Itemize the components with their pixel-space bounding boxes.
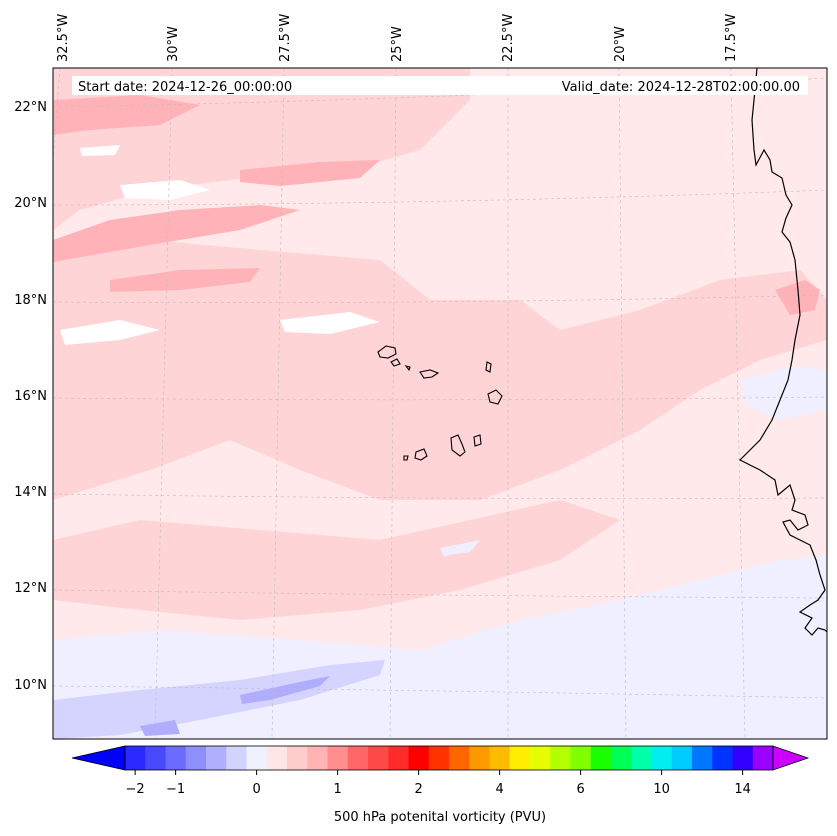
contour-band-pos-2 [53, 205, 300, 262]
map-frame [52, 67, 828, 740]
colorbar-tick-label: −1 [166, 782, 185, 797]
colorbar-cell [590, 746, 612, 770]
colorbar-cells [125, 746, 774, 770]
contour-band-pos-1-south [53, 500, 620, 620]
contour-band-neg-3 [240, 676, 330, 704]
lon-label: 32.5°W [56, 14, 71, 62]
colorbar-cell [428, 746, 450, 770]
island-sal [485, 361, 492, 373]
contour-band-pos-2e [775, 280, 820, 315]
graticule [52, 67, 828, 740]
colorbar-cell [509, 746, 531, 770]
lon-label: 17.5°W [724, 14, 739, 62]
colorbar-tick-label: 2 [414, 782, 422, 797]
contour-zero-3 [60, 320, 160, 345]
cape-verde-islands [377, 345, 503, 461]
lon-label: 25°W [390, 26, 405, 62]
date-banner [72, 76, 808, 95]
colorbar-tick-label: 10 [653, 782, 670, 797]
longitude-labels: 32.5°W 30°W 27.5°W 25°W 22.5°W 20°W 17.5… [56, 14, 739, 62]
lat-label: 18°N [14, 293, 47, 308]
lon-label: 30°W [166, 26, 181, 62]
colorbar-frame [124, 745, 774, 771]
colorbar-ticks: −2 −1 0 1 2 4 6 10 14 [126, 770, 751, 797]
lat-label: 16°N [14, 389, 47, 404]
lat-label: 20°N [14, 196, 47, 211]
colorbar-cell [611, 746, 632, 770]
african-coastline [738, 67, 828, 636]
contour-zero-1 [80, 145, 120, 156]
colorbar-tick-label: 4 [495, 782, 503, 797]
colorbar-tick-label: −2 [126, 782, 145, 797]
island-santiago [450, 434, 466, 457]
lat-label: 22°N [14, 100, 47, 115]
island-boa-vista [487, 389, 503, 405]
island-santa-luzia [404, 365, 411, 372]
colorbar-cell [266, 746, 288, 770]
colorbar-cell [570, 746, 592, 770]
colorbar-cell [125, 746, 146, 770]
colorbar-cell [145, 746, 166, 770]
contour-band-neg-3b [140, 720, 180, 736]
colorbar-cell [388, 746, 409, 770]
contour-zero-2 [120, 180, 210, 200]
colorbar-cell [530, 746, 551, 770]
colorbar-cell [408, 746, 430, 770]
latitude-labels: 22°N 20°N 18°N 16°N 14°N 12°N 10°N [14, 100, 47, 693]
colorbar-cell [712, 746, 733, 770]
island-sao-nicolau [419, 369, 440, 379]
colorbar-left-arrow [71, 745, 126, 771]
island-maio [473, 434, 482, 447]
colorbar-cell [368, 746, 389, 770]
contour-band-neg-1c [440, 540, 480, 556]
colorbar-cell [550, 746, 571, 770]
colorbar-cell [469, 746, 490, 770]
lon-label: 22.5°W [501, 14, 516, 62]
contour-zero-4 [280, 312, 380, 334]
lon-label: 20°W [613, 26, 628, 62]
colorbar-cell [327, 746, 349, 770]
colorbar-cell [307, 746, 328, 770]
colorbar: −2 −1 0 1 2 4 6 10 14 500 hPa potenital vorticit… [71, 745, 810, 825]
island-santo-antao [377, 345, 397, 359]
contour-band-neg-2 [53, 660, 385, 739]
lon-label: 27.5°W [278, 14, 293, 62]
island-fogo [414, 448, 428, 461]
colorbar-cell [287, 746, 308, 770]
colorbar-cell [347, 746, 369, 770]
colorbar-tick-label: 14 [734, 782, 751, 797]
colorbar-cell [732, 746, 754, 770]
start-date-label: Start date: 2024-12-26_00:00:00 [78, 80, 292, 95]
colorbar-cell [449, 746, 470, 770]
lat-label: 10°N [14, 678, 47, 693]
lat-label: 14°N [14, 485, 47, 500]
colorbar-cell [226, 746, 247, 770]
map-panel: Start date: 2024-12-26_00:00:00 Valid_da… [14, 14, 828, 740]
contour-band-pos-1-mid [53, 240, 827, 500]
contour-band-pos-2c [240, 160, 380, 186]
island-brava [403, 455, 409, 461]
colorbar-label: 500 hPa potenital vorticity (PVU) [334, 810, 546, 825]
colorbar-tick-label: 6 [576, 782, 584, 797]
valid-date-label: Valid_date: 2024-12-28T02:00:00.00 [562, 80, 800, 95]
contour-band-pos-2b [110, 268, 260, 292]
colorbar-cell [651, 746, 673, 770]
colorbar-tick-label: 0 [252, 782, 260, 797]
colorbar-tick-label: 1 [333, 782, 341, 797]
island-sao-vicente [390, 358, 401, 367]
lat-label: 12°N [14, 581, 47, 596]
colorbar-cell [246, 746, 268, 770]
colorbar-cell [489, 746, 511, 770]
colorbar-cell [752, 746, 774, 770]
colorbar-cell [185, 746, 207, 770]
colorbar-cell [165, 746, 187, 770]
colorbar-cell [631, 746, 652, 770]
contour-fills [53, 68, 827, 739]
colorbar-right-arrow [772, 745, 810, 771]
colorbar-cell [206, 746, 227, 770]
colorbar-cell [692, 746, 713, 770]
colorbar-cell [671, 746, 693, 770]
